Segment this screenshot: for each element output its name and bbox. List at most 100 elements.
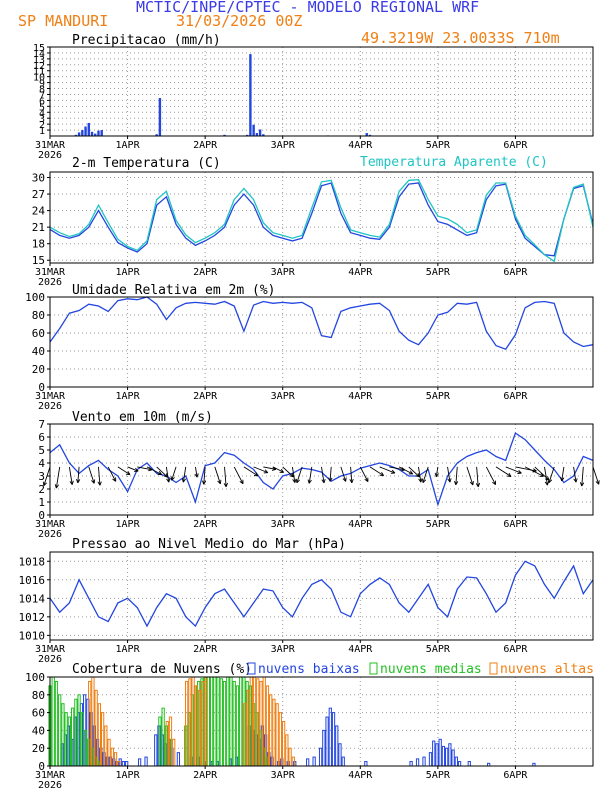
precip-ytick-label: 10 — [33, 73, 45, 84]
umid-xtick-label: 4APR — [348, 391, 373, 402]
umid-xtick-label: 2APR — [193, 391, 218, 402]
wind-arrow-head — [97, 481, 102, 486]
precip-ytick-label: 11 — [33, 67, 45, 78]
wind-arrow — [422, 466, 429, 483]
wind-arrow-head — [475, 482, 481, 488]
wind-arrow — [137, 466, 153, 471]
vento-ytick-label: 6 — [38, 431, 45, 444]
wind-arrow-head — [75, 478, 81, 484]
precip-xtick-label: 3APR — [271, 140, 296, 151]
wind-arrow-head — [170, 476, 175, 481]
temp-legend-aparente: Temperatura Aparente (C) — [360, 155, 548, 170]
wind-arrow — [43, 466, 51, 486]
vento-ytick-label: 4 — [38, 457, 45, 470]
precip-ytick-label: 8 — [39, 85, 45, 96]
pressao-title: Pressao ao Nivel Medio do Mar (hPa) — [72, 537, 346, 552]
umid-xtick-year: 2026 — [38, 401, 62, 412]
cloud-bar-nuvens-baixas — [341, 756, 345, 767]
wind-arrow — [544, 466, 548, 486]
wind-arrow — [329, 466, 332, 482]
vento-xtick-label: 6APR — [503, 519, 528, 530]
umid-title: Umidade Relativa em 2m (%) — [72, 283, 276, 298]
cloud-bar-nuvens-medias — [222, 680, 227, 767]
wind-arrow-head — [201, 480, 207, 485]
vento-xtick-label: 1APR — [116, 519, 141, 530]
precip-bar — [255, 133, 259, 136]
precip-xtick-label: 4APR — [348, 140, 373, 151]
wind-arrow-head — [217, 479, 222, 485]
precip-bar — [245, 134, 249, 136]
wind-arrow — [263, 466, 277, 470]
wind-arrow — [272, 466, 284, 473]
precip-frame — [49, 46, 594, 137]
pressao-xtick-label: 3APR — [271, 644, 296, 655]
precip-ytick-label: 4 — [39, 108, 45, 119]
temp-xtick-label: 1APR — [116, 267, 141, 278]
cloud-bar-nuvens-baixas — [422, 756, 426, 767]
wind-arrow — [88, 466, 95, 484]
vento-ytick-label: 0 — [38, 509, 45, 522]
cloud-bar-nuvens-baixas — [144, 756, 148, 767]
wind-arrow — [447, 466, 451, 483]
cloud-bar-nuvens-baixas — [435, 743, 439, 767]
wind-arrow-head — [492, 480, 497, 486]
precip-xtick-label: 2APR — [193, 140, 218, 151]
precip-ytick-label: 9 — [39, 79, 45, 90]
temp-ytick-label: 30 — [32, 172, 45, 185]
wind-arrow-head — [263, 469, 269, 474]
pressao-xtick-year: 2026 — [38, 654, 62, 665]
wind-arrow — [77, 466, 80, 483]
vento-xtick-year: 2026 — [38, 529, 62, 540]
nuvens-xtick-label: 6APR — [503, 770, 528, 781]
wind-arrow-head — [289, 472, 294, 478]
pressao-ytick-label: 1012 — [19, 611, 46, 624]
precip-bar — [90, 131, 94, 136]
wind-arrow-head — [390, 469, 396, 474]
wind-arrow — [214, 466, 221, 484]
cloud-bar-nuvens-baixas — [457, 761, 462, 767]
cloud-legend-nuvens-baixas: nuvens baixas — [258, 662, 360, 677]
cloud-bar-nuvens-medias — [209, 676, 214, 767]
precip-xtick-label: 5APR — [426, 140, 451, 151]
cloud-bar-nuvens-baixas — [331, 712, 336, 767]
temp-ytick-label: 18 — [32, 238, 45, 251]
vento-ytick-label: 3 — [38, 470, 45, 483]
wind-arrow — [524, 466, 544, 477]
wind-arrow-head — [469, 480, 474, 486]
wind-arrow — [296, 466, 303, 484]
cloud-bar-nuvens-baixas — [328, 707, 332, 767]
nuvens-xtick-label: 3APR — [271, 770, 296, 781]
wind-arrow — [466, 466, 474, 486]
cloud-bar-nuvens-medias — [54, 680, 59, 767]
wind-arrow — [243, 466, 259, 477]
wind-arrow-head — [342, 477, 347, 482]
cloud-bar-nuvens-baixas — [312, 756, 316, 767]
temp-xtick-year: 2026 — [38, 277, 62, 288]
wind-arrow — [455, 466, 458, 485]
wind-arrow — [182, 466, 187, 483]
wind-arrow-head — [279, 468, 284, 473]
wind-arrow — [592, 466, 600, 485]
pressao-xtick-label: 31MAR — [35, 644, 66, 655]
precip-ytick-label: 13 — [33, 55, 45, 66]
precip-ytick-label: 3 — [39, 114, 45, 125]
temp-xtick-label: 5APR — [426, 267, 451, 278]
precip-ytick-label: 12 — [33, 61, 45, 72]
precip-xtick-year: 2026 — [38, 150, 62, 161]
precip-xtick-label: 31MAR — [35, 140, 66, 151]
cloud-legend-nuvens-baixas-swatch — [247, 662, 256, 675]
umid-xtick-label: 3APR — [271, 391, 296, 402]
precip-bar — [223, 134, 226, 136]
wind-arrow-head — [548, 478, 553, 483]
nuvens-xtick-label: 2APR — [193, 770, 218, 781]
temp-xtick-label: 6APR — [503, 267, 528, 278]
wind-arrow — [321, 466, 325, 483]
cloud-bar-nuvens-baixas — [335, 725, 339, 767]
cloud-bar-nuvens-medias — [58, 694, 62, 767]
wind-arrow-head — [517, 469, 522, 474]
precip-ytick-label: 5 — [39, 102, 45, 113]
wind-arrow — [340, 466, 347, 482]
cloud-bar-nuvens-altas — [288, 747, 292, 767]
wind-arrow — [548, 466, 555, 483]
